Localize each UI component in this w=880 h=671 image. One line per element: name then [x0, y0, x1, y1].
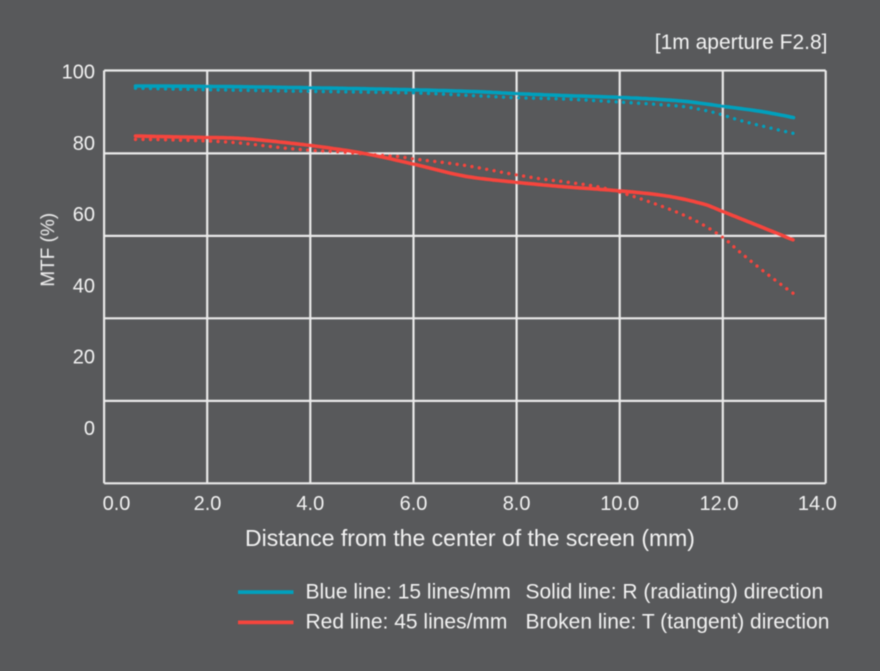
- svg-text:10.0: 10.0: [600, 493, 639, 515]
- svg-text:Blue line: 15 lines/mm: Blue line: 15 lines/mm: [306, 581, 511, 604]
- svg-text:Solid line: R (radiating) dire: Solid line: R (radiating) direction: [526, 581, 824, 604]
- svg-text:Red line: 45 lines/mm: Red line: 45 lines/mm: [306, 611, 508, 634]
- svg-text:20: 20: [73, 347, 95, 369]
- svg-text:40: 40: [73, 275, 95, 297]
- svg-text:12.0: 12.0: [700, 493, 739, 515]
- svg-text:100: 100: [62, 62, 95, 84]
- svg-text:2.0: 2.0: [194, 493, 222, 515]
- svg-text:0: 0: [84, 418, 95, 440]
- svg-text:8.0: 8.0: [503, 493, 531, 515]
- svg-text:6.0: 6.0: [400, 493, 428, 515]
- svg-text:80: 80: [73, 133, 95, 155]
- svg-text:4.0: 4.0: [296, 493, 324, 515]
- svg-text:60: 60: [73, 204, 95, 226]
- svg-text:Distance from the center of th: Distance from the center of the screen (…: [245, 525, 695, 551]
- svg-text:14.0: 14.0: [798, 493, 837, 515]
- svg-text:[1m aperture F2.8]: [1m aperture F2.8]: [655, 31, 828, 54]
- svg-text:Broken line: T (tangent) direc: Broken line: T (tangent) direction: [526, 611, 830, 634]
- svg-text:0.0: 0.0: [103, 493, 131, 515]
- svg-text:MTF (%): MTF (%): [38, 213, 59, 287]
